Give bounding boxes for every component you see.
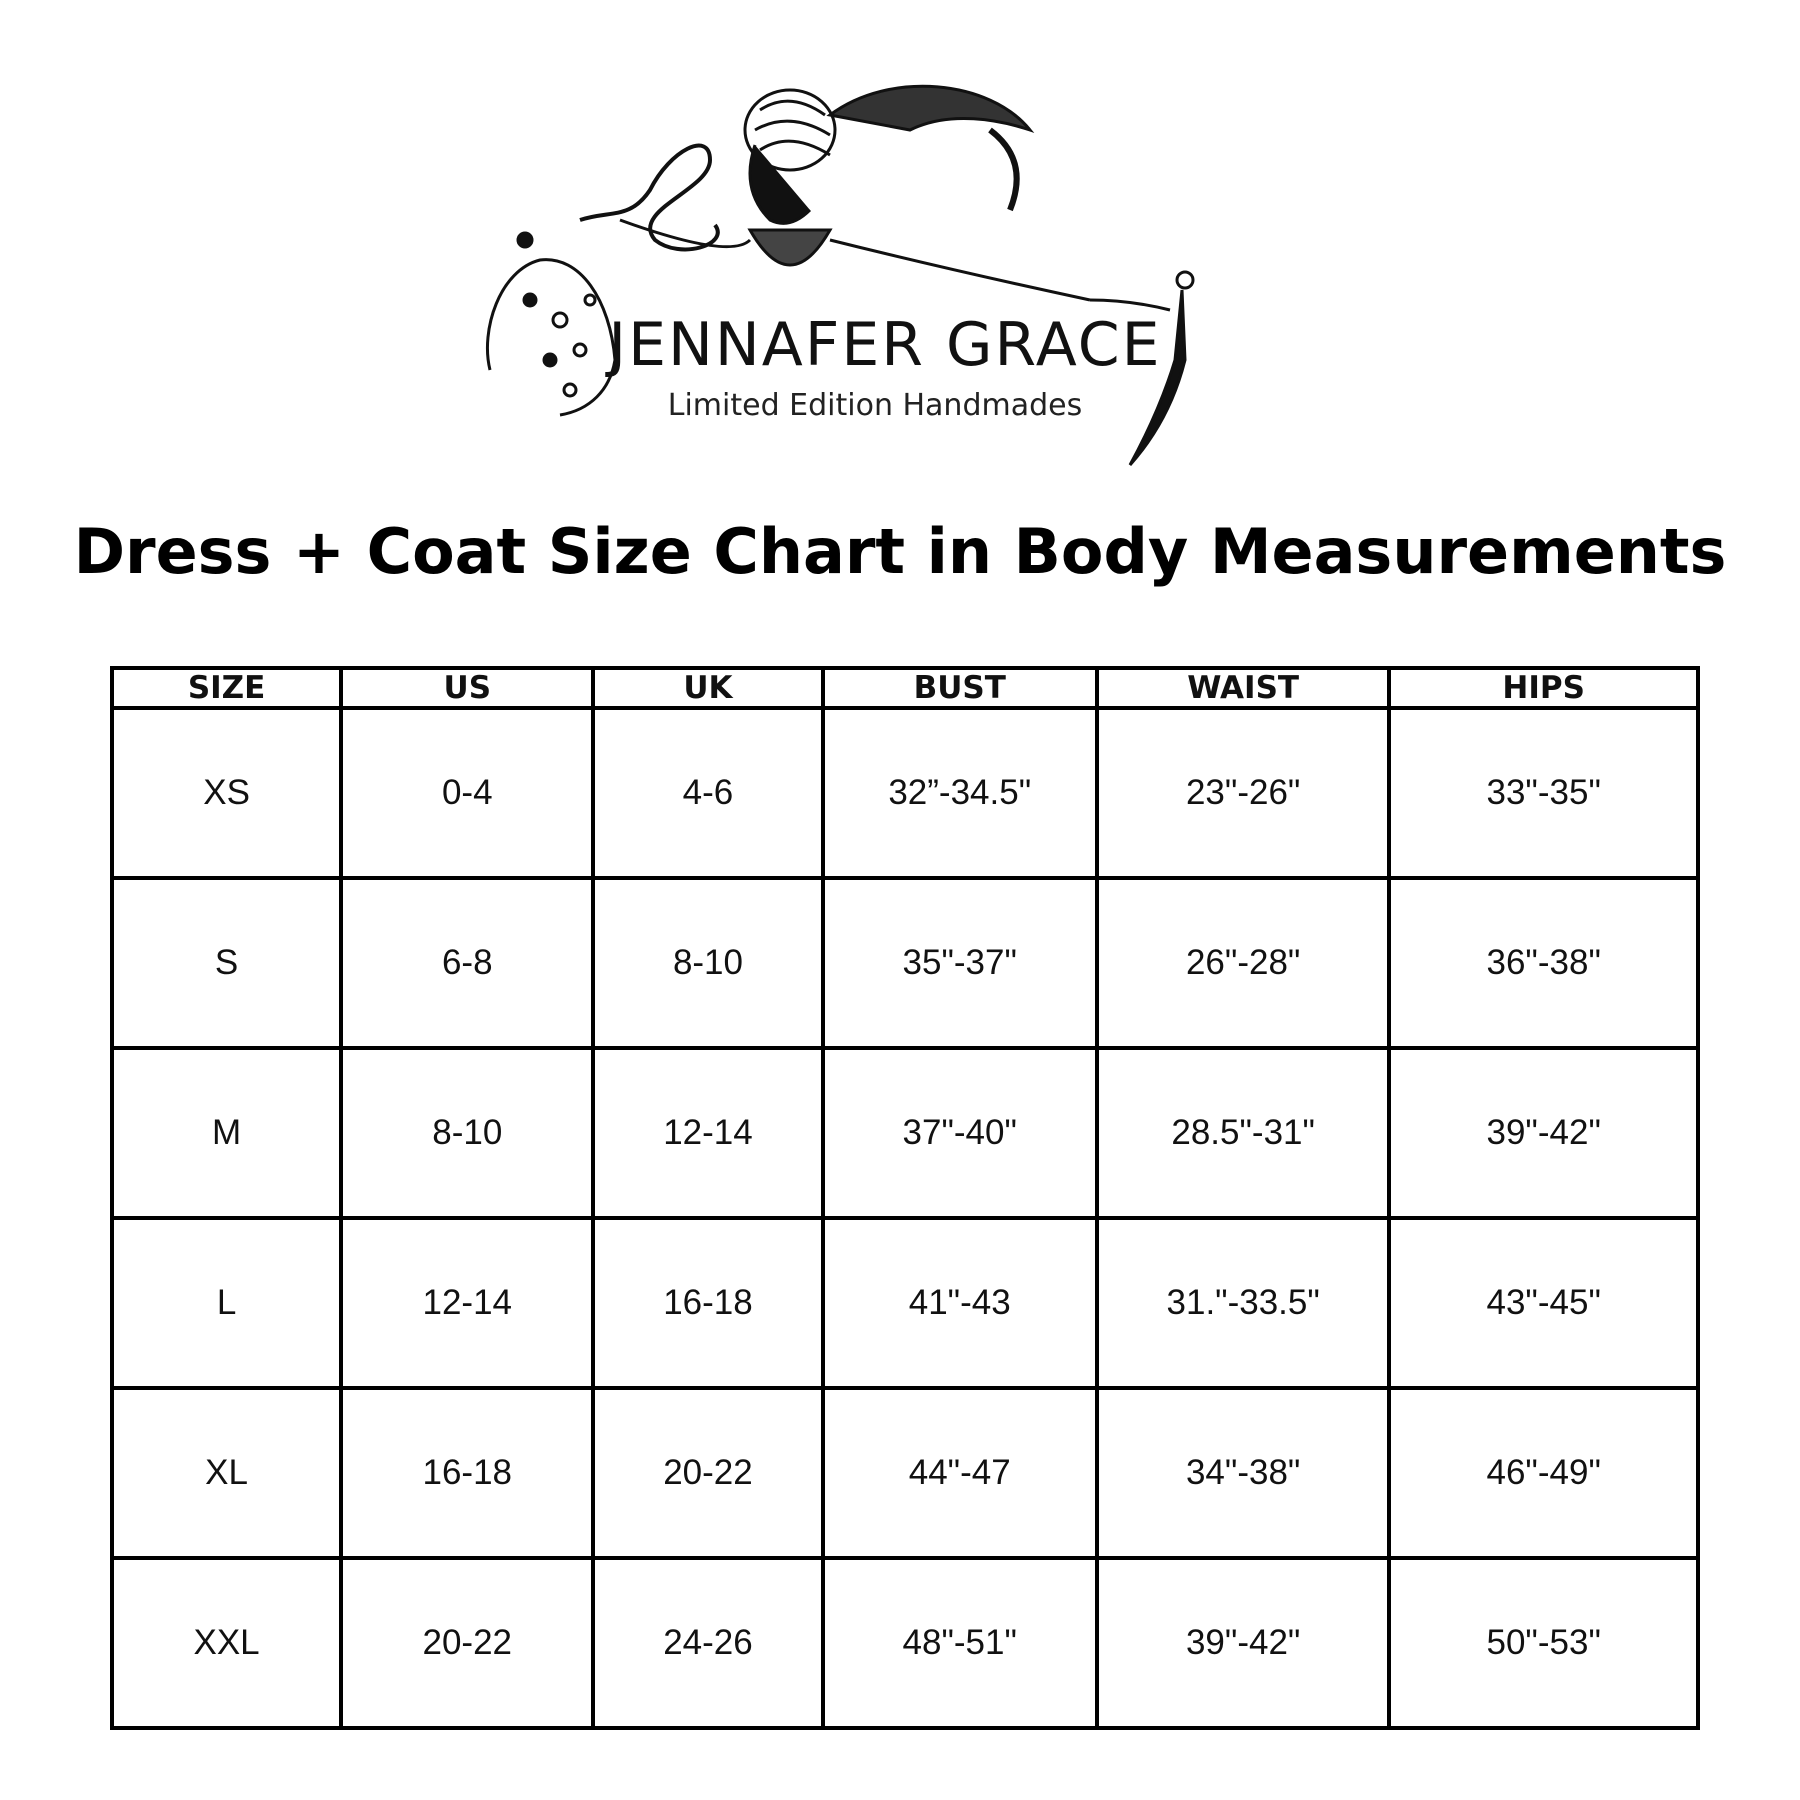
dagger-illustration	[1089, 270, 1195, 466]
cell-waist: 31."-33.5"	[1094, 1216, 1392, 1390]
cell-hips: 46"-49"	[1387, 1386, 1700, 1560]
header-bust: BUST	[820, 666, 1099, 710]
cell-size: L	[109, 1216, 344, 1390]
header-waist: WAIST	[1094, 666, 1392, 710]
cell-uk: 8-10	[591, 876, 825, 1050]
cell-size: XS	[109, 706, 344, 880]
cell-size: S	[109, 876, 344, 1050]
brand-logo: JENNAFER GRACE Limited Edition Handmades	[485, 84, 1195, 466]
cell-hips: 50"-53"	[1387, 1556, 1700, 1730]
cell-size: XXL	[109, 1556, 344, 1730]
cell-bust: 41"-43	[820, 1216, 1099, 1390]
header-hips: HIPS	[1387, 666, 1700, 710]
leopard-illustration	[485, 231, 617, 417]
cell-bust: 37"-40"	[820, 1046, 1099, 1220]
size-chart-table: SIZE US UK BUST WAIST HIPS XS 0-4 4-6 32”-3…	[109, 666, 1700, 1730]
cell-uk: 16-18	[591, 1216, 825, 1390]
cell-bust: 32”-34.5"	[820, 706, 1099, 880]
cell-uk: 12-14	[591, 1046, 825, 1220]
cell-us: 12-14	[339, 1216, 596, 1390]
cell-us: 0-4	[339, 706, 596, 880]
page-title: Dress + Coat Size Chart in Body Measurem…	[73, 515, 1727, 588]
figure-illustration	[619, 84, 1091, 302]
cell-us: 6-8	[339, 876, 596, 1050]
cell-waist: 26"-28"	[1094, 876, 1392, 1050]
table-row: XL 16-18 20-22 44"-47 34"-38" 46"-49"	[109, 1386, 1700, 1560]
cell-us: 8-10	[339, 1046, 596, 1220]
cell-bust: 48"-51"	[820, 1556, 1099, 1730]
table-row: L 12-14 16-18 41"-43 31."-33.5" 43"-45"	[109, 1216, 1700, 1390]
cell-us: 16-18	[339, 1386, 596, 1560]
table-row: M 8-10 12-14 37"-40" 28.5"-31" 39"-42"	[109, 1046, 1700, 1220]
cell-us: 20-22	[339, 1556, 596, 1730]
cell-hips: 39"-42"	[1387, 1046, 1700, 1220]
header-us: US	[339, 666, 596, 710]
cell-size: M	[109, 1046, 344, 1220]
header-size: SIZE	[109, 666, 344, 710]
cell-hips: 43"-45"	[1387, 1216, 1700, 1390]
cell-hips: 33"-35"	[1387, 706, 1700, 880]
cell-hips: 36"-38"	[1387, 876, 1700, 1050]
brand-tagline: Limited Edition Handmades	[668, 388, 1082, 423]
cell-uk: 24-26	[591, 1556, 825, 1730]
cell-bust: 35"-37"	[820, 876, 1099, 1050]
header-uk: UK	[591, 666, 825, 710]
table-header-row: SIZE US UK BUST WAIST HIPS	[109, 666, 1700, 710]
brand-name: JENNAFER GRACE	[604, 310, 1161, 380]
cell-waist: 28.5"-31"	[1094, 1046, 1392, 1220]
table-row: XXL 20-22 24-26 48"-51" 39"-42" 50"-53"	[109, 1556, 1700, 1730]
cell-bust: 44"-47	[820, 1386, 1099, 1560]
cell-uk: 20-22	[591, 1386, 825, 1560]
cell-waist: 23"-26"	[1094, 706, 1392, 880]
cell-size: XL	[109, 1386, 344, 1560]
cell-waist: 34"-38"	[1094, 1386, 1392, 1560]
table-row: XS 0-4 4-6 32”-34.5" 23"-26" 33"-35"	[109, 706, 1700, 880]
snake-illustration	[579, 143, 720, 252]
table-row: S 6-8 8-10 35"-37" 26"-28" 36"-38"	[109, 876, 1700, 1050]
cell-uk: 4-6	[591, 706, 825, 880]
cell-waist: 39"-42"	[1094, 1556, 1392, 1730]
